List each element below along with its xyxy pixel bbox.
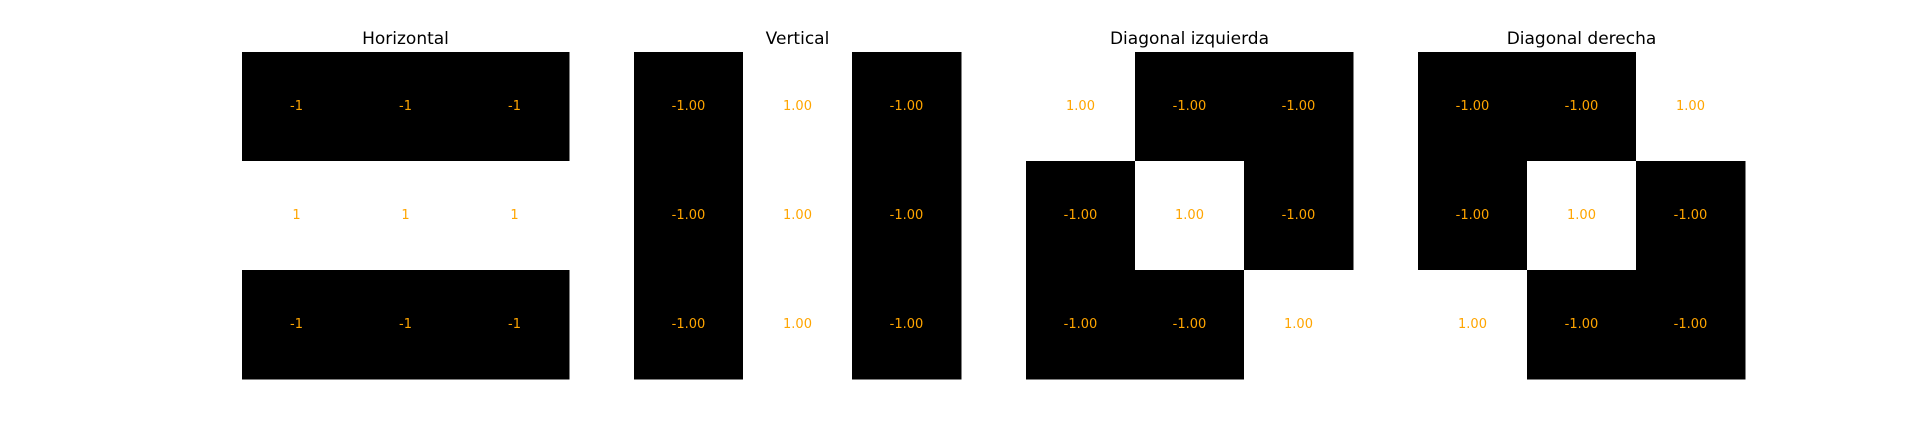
panel-title-diagonal-derecha: Diagonal derecha [1507, 29, 1657, 49]
heatmap-cell-vertical-r0-c1 [743, 52, 853, 162]
heatmap-cell-horizontal-r0-c1 [351, 52, 461, 162]
cell-label-diagonal-derecha-r0-c0: -1.00 [1456, 99, 1490, 114]
heatmap-cell-vertical-r2-c1 [743, 270, 853, 380]
cell-label-diagonal-izquierda-r1-c1: 1.00 [1175, 208, 1204, 223]
heatmap-cell-horizontal-r2-c1 [351, 270, 461, 380]
heatmap-cell-horizontal-r1-c0 [242, 161, 352, 271]
panel-diagonal-derecha: Diagonal derecha -1.00 -1.00 1.00 -1.00 1.00… [1418, 29, 1746, 380]
cell-label-diagonal-derecha-r2-c0: 1.00 [1458, 317, 1487, 332]
heatmap-cell-diagonal-izquierda-r2-c0 [1026, 270, 1136, 380]
heatmap-cell-horizontal-r2-c0 [242, 270, 352, 380]
cell-label-vertical-r2-c1: 1.00 [783, 317, 812, 332]
cell-label-diagonal-derecha-r2-c1: -1.00 [1565, 317, 1599, 332]
heatmap-cell-diagonal-izquierda-r2-c1 [1135, 270, 1245, 380]
heatmap-cell-vertical-r1-c2 [852, 161, 962, 271]
cell-label-diagonal-izquierda-r0-c0: 1.00 [1066, 99, 1095, 114]
heatmap-cell-vertical-r2-c2 [852, 270, 962, 380]
heatmap-cell-diagonal-derecha-r1-c2 [1636, 161, 1746, 271]
heatmap-cell-vertical-r0-c0 [634, 52, 744, 162]
heatmap-cell-diagonal-derecha-r0-c2 [1636, 52, 1746, 162]
cell-label-vertical-r2-c2: -1.00 [890, 317, 924, 332]
heatmap-cell-diagonal-derecha-r1-c1 [1527, 161, 1637, 271]
heatmap-cell-diagonal-izquierda-r0-c1 [1135, 52, 1245, 162]
heatmap-cell-horizontal-r2-c2 [460, 270, 570, 380]
cell-label-horizontal-r1-c1: 1 [401, 208, 409, 223]
cell-label-vertical-r2-c0: -1.00 [672, 317, 706, 332]
heatmap-cell-horizontal-r0-c2 [460, 52, 570, 162]
cell-label-diagonal-izquierda-r0-c2: -1.00 [1282, 99, 1316, 114]
cell-label-diagonal-derecha-r1-c2: -1.00 [1674, 208, 1708, 223]
heatmap-cell-diagonal-derecha-r2-c2 [1636, 270, 1746, 380]
cell-label-horizontal-r2-c2: -1 [508, 317, 521, 332]
heatmap-cell-diagonal-derecha-r0-c0 [1418, 52, 1528, 162]
heatmap-cell-diagonal-izquierda-r1-c1 [1135, 161, 1245, 271]
panel-title-diagonal-izquierda: Diagonal izquierda [1110, 29, 1269, 49]
cell-label-horizontal-r0-c2: -1 [508, 99, 521, 114]
panel-diagonal-izquierda: Diagonal izquierda 1.00 -1.00 -1.00-1.00 1.… [1026, 29, 1354, 380]
panel-vertical: Vertical -1.00 1.00 -1.00-1.00 1.00 -1.00-1.… [634, 29, 962, 380]
heatmap-cell-diagonal-derecha-r2-c0 [1418, 270, 1528, 380]
heatmap-cell-diagonal-derecha-r0-c1 [1527, 52, 1637, 162]
cell-label-horizontal-r1-c2: 1 [510, 208, 518, 223]
cell-label-diagonal-izquierda-r0-c1: -1.00 [1173, 99, 1207, 114]
cell-label-diagonal-izquierda-r2-c1: -1.00 [1173, 317, 1207, 332]
cell-label-vertical-r0-c2: -1.00 [890, 99, 924, 114]
heatmap-cell-vertical-r1-c1 [743, 161, 853, 271]
cell-label-horizontal-r2-c1: -1 [399, 317, 412, 332]
cell-label-diagonal-izquierda-r2-c0: -1.00 [1064, 317, 1098, 332]
heatmap-cell-diagonal-izquierda-r1-c0 [1026, 161, 1136, 271]
cell-label-diagonal-derecha-r1-c1: 1.00 [1567, 208, 1596, 223]
heatmap-cell-horizontal-r0-c0 [242, 52, 352, 162]
cell-label-horizontal-r0-c1: -1 [399, 99, 412, 114]
heatmap-cell-diagonal-izquierda-r0-c0 [1026, 52, 1136, 162]
panel-title-horizontal: Horizontal [362, 29, 449, 49]
heatmap-grid-diagonal-izquierda: 1.00 -1.00 -1.00 -1.00 1.00 -1.00 -1.00 -1.00 1.… [1026, 52, 1354, 380]
cell-label-vertical-r1-c0: -1.00 [672, 208, 706, 223]
panel-title-vertical: Vertical [766, 29, 830, 49]
heatmap-cell-horizontal-r1-c2 [460, 161, 570, 271]
cell-label-diagonal-derecha-r0-c2: 1.00 [1676, 99, 1705, 114]
cell-label-horizontal-r1-c0: 1 [292, 208, 300, 223]
heatmap-cell-diagonal-izquierda-r0-c2 [1244, 52, 1354, 162]
heatmap-cell-vertical-r0-c2 [852, 52, 962, 162]
heatmap-cell-diagonal-derecha-r2-c1 [1527, 270, 1637, 380]
heatmap-grid-diagonal-derecha: -1.00 -1.00 1.00 -1.00 1.00 -1.00 1.00 -1.00 -1.… [1418, 52, 1746, 380]
cell-label-diagonal-izquierda-r1-c0: -1.00 [1064, 208, 1098, 223]
cell-label-diagonal-derecha-r1-c0: -1.00 [1456, 208, 1490, 223]
cell-label-vertical-r1-c2: -1.00 [890, 208, 924, 223]
heatmap-grid-horizontal: -1 -1 -1 1 1 1 -1 -1 -1 [242, 52, 570, 380]
cell-label-diagonal-izquierda-r2-c2: 1.00 [1284, 317, 1313, 332]
cell-label-diagonal-derecha-r0-c1: -1.00 [1565, 99, 1599, 114]
cell-label-vertical-r0-c1: 1.00 [783, 99, 812, 114]
cell-label-horizontal-r0-c0: -1 [290, 99, 303, 114]
heatmap-cell-diagonal-izquierda-r1-c2 [1244, 161, 1354, 271]
cell-label-vertical-r0-c0: -1.00 [672, 99, 706, 114]
cell-label-vertical-r1-c1: 1.00 [783, 208, 812, 223]
cell-label-horizontal-r2-c0: -1 [290, 317, 303, 332]
panel-horizontal: Horizontal -1 -1 -1 1 1 1 -1 -1 -1 [242, 29, 570, 380]
cell-label-diagonal-izquierda-r1-c2: -1.00 [1282, 208, 1316, 223]
heatmap-cell-diagonal-izquierda-r2-c2 [1244, 270, 1354, 380]
heatmap-cell-diagonal-derecha-r1-c0 [1418, 161, 1528, 271]
cell-label-diagonal-derecha-r2-c2: -1.00 [1674, 317, 1708, 332]
heatmap-cell-vertical-r2-c0 [634, 270, 744, 380]
heatmap-cell-vertical-r1-c0 [634, 161, 744, 271]
heatmap-grid-vertical: -1.00 1.00 -1.00 -1.00 1.00 -1.00 -1.00 1.00 -1.… [634, 52, 962, 380]
heatmap-cell-horizontal-r1-c1 [351, 161, 461, 271]
